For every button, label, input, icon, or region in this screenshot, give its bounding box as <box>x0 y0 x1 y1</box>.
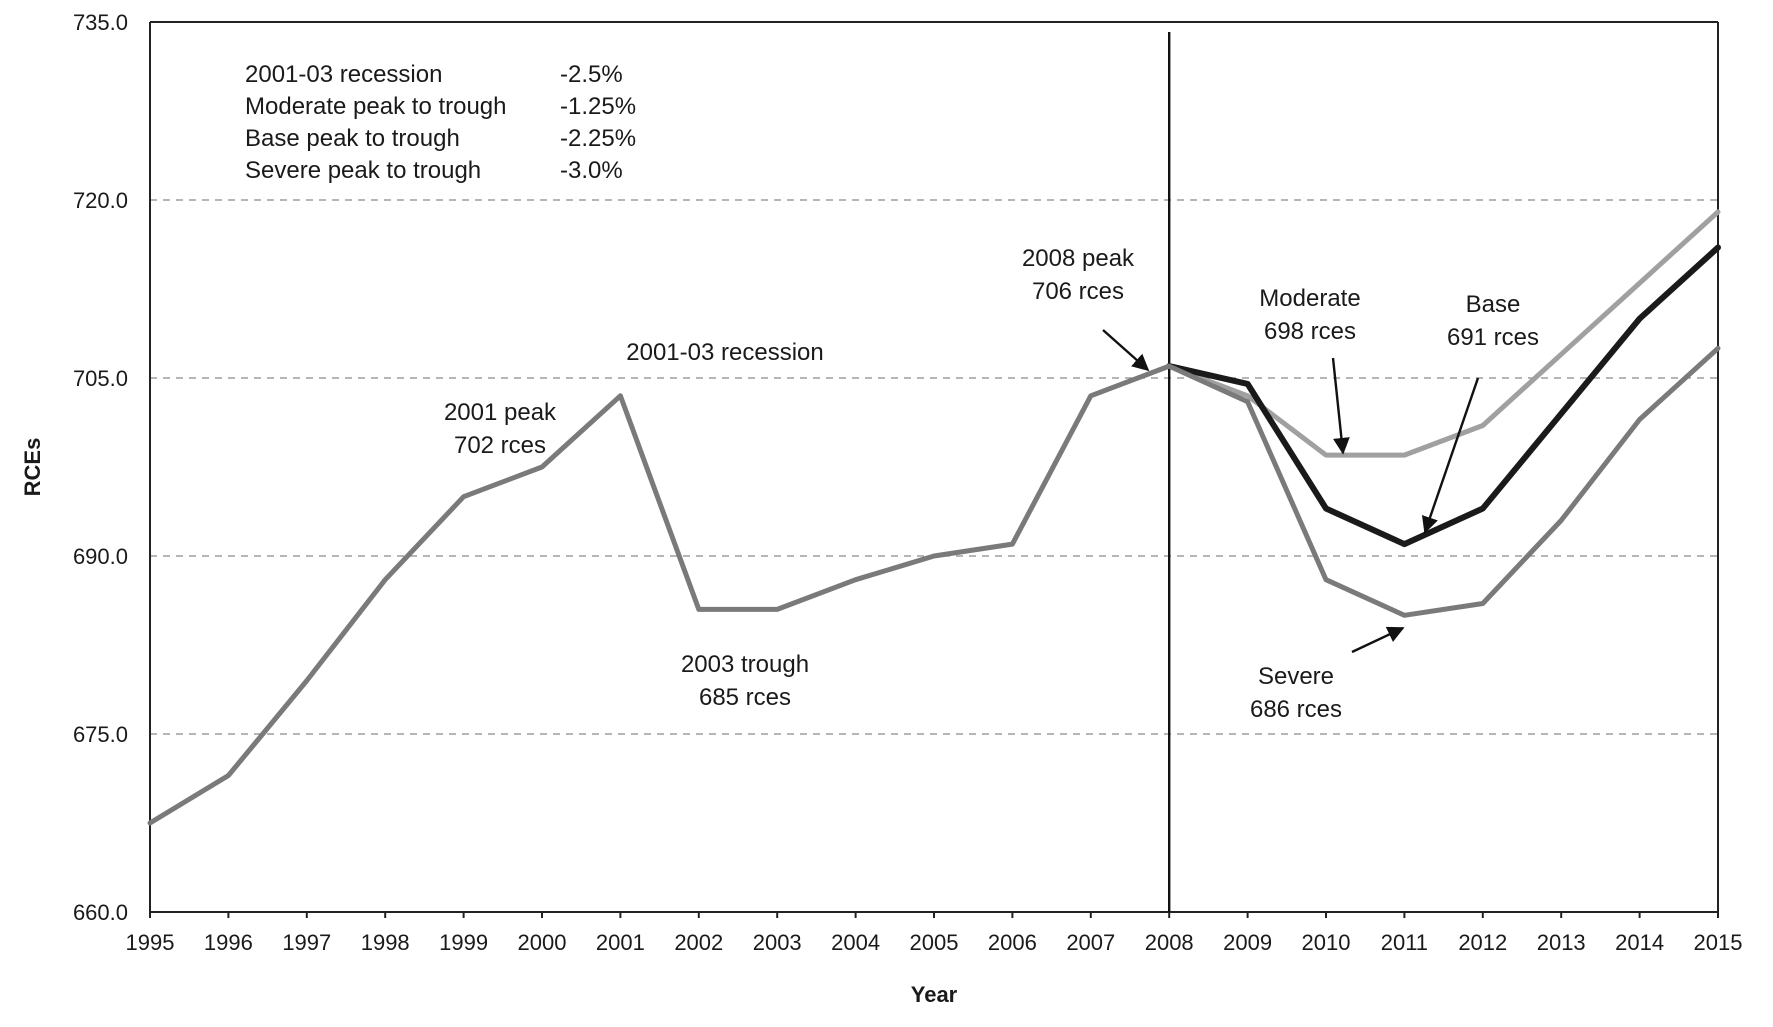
severe-data-point <box>1716 346 1720 350</box>
moderate-arrow <box>1331 357 1350 455</box>
moderate-data-point <box>1716 210 1720 214</box>
x-tick-label: 1997 <box>282 930 331 955</box>
annotation-moderate-text: Moderate <box>1259 285 1360 312</box>
annotation-peak2008-text: 2008 peak <box>1022 245 1135 272</box>
x-tick-label: 1999 <box>439 930 488 955</box>
annotation-peak2001-text: 2001 peak <box>444 399 557 426</box>
severe-data-point <box>775 607 779 611</box>
severe-data-point <box>1324 578 1328 582</box>
severe-data-point <box>1559 518 1563 522</box>
severe-data-point <box>1010 542 1014 546</box>
x-tick-label: 1996 <box>204 930 253 955</box>
moderate-data-point <box>1402 453 1406 457</box>
axes: 660.0 675.0 690.0 705.0 720.0 735.0 1995 1996 19… <box>20 10 1742 1007</box>
stats-value: -3.0% <box>560 157 623 184</box>
base-series-line <box>1166 244 1721 548</box>
base-data-point <box>1481 507 1485 511</box>
base-data-point <box>1716 245 1720 249</box>
y-tick-label: 690.0 <box>73 544 128 569</box>
annotation-peak2008-text: 706 rces <box>1032 278 1124 305</box>
x-tick-label: 2006 <box>988 930 1037 955</box>
gridlines <box>150 199 1718 735</box>
severe-data-point <box>932 554 936 558</box>
stats-value: -2.5% <box>560 61 623 88</box>
stats-label: Severe peak to trough <box>245 157 481 184</box>
y-tick-label: 705.0 <box>73 366 128 391</box>
x-tick-label: 1995 <box>126 930 175 955</box>
x-tick-label: 2011 <box>1381 930 1428 955</box>
moderate-data-point <box>1246 394 1250 398</box>
annotation-trough2003-text: 2003 trough <box>681 651 809 678</box>
annotation-severe-text: 686 rces <box>1250 696 1342 723</box>
x-tick-label: 2012 <box>1458 930 1507 955</box>
severe-data-point <box>1402 613 1406 617</box>
severe-data-point <box>305 679 309 683</box>
annotation-severe-text: Severe <box>1258 663 1334 690</box>
x-tick-label: 1998 <box>361 930 410 955</box>
annotation-recession-text: 2001-03 recession <box>626 339 823 366</box>
annotation-arrows <box>1102 329 1480 654</box>
severe-data-point <box>1481 601 1485 605</box>
severe-series-line <box>147 345 1721 826</box>
base-data-point <box>1402 542 1406 546</box>
x-tick-label: 2015 <box>1694 930 1743 955</box>
moderate-data-point <box>1324 453 1328 457</box>
x-tick-label: 2002 <box>674 930 723 955</box>
moderate-series-line <box>1166 209 1721 458</box>
severe-data-point <box>1089 394 1093 398</box>
base-arrow <box>1421 377 1480 534</box>
y-tick-label: 675.0 <box>73 722 128 747</box>
annotation-base-text: 691 rces <box>1447 324 1539 351</box>
series-lines <box>147 209 1721 826</box>
stats-label: Moderate peak to trough <box>245 93 507 120</box>
chart-text: 2001-03 recession -2.5% Moderate peak to t… <box>245 61 1539 723</box>
y-tick-label: 660.0 <box>73 900 128 925</box>
stats-value: -1.25% <box>560 93 636 120</box>
stats-label: 2001-03 recession <box>245 61 442 88</box>
severe-data-point <box>854 578 858 582</box>
peak2008-arrow <box>1102 329 1150 372</box>
moderate-data-point <box>1638 281 1642 285</box>
severe-data-point <box>383 578 387 582</box>
x-tick-label: 2009 <box>1223 930 1272 955</box>
base-data-point <box>1324 507 1328 511</box>
x-tick-label: 2013 <box>1537 930 1586 955</box>
moderate-data-point <box>1559 352 1563 356</box>
x-tick-label: 2000 <box>518 930 567 955</box>
moderate-data-point <box>1481 423 1485 427</box>
x-tick-label: 2008 <box>1145 930 1194 955</box>
base-data-point <box>1638 317 1642 321</box>
x-tick-label: 2014 <box>1615 930 1664 955</box>
y-tick-label: 735.0 <box>73 10 128 35</box>
x-tick-label: 2003 <box>753 930 802 955</box>
severe-data-point <box>1638 418 1642 422</box>
x-axis-title: Year <box>911 982 958 1007</box>
annotation-base-text: Base <box>1466 291 1521 318</box>
severe-data-point <box>1246 400 1250 404</box>
stats-label: Base peak to trough <box>245 125 460 152</box>
x-tick-label: 2010 <box>1302 930 1351 955</box>
x-tick-label: 2001 <box>596 930 645 955</box>
base-data-point <box>1246 382 1250 386</box>
severe-data-point <box>697 607 701 611</box>
severe-data-point <box>1167 364 1171 368</box>
annotation-peak2001-text: 702 rces <box>454 432 546 459</box>
severe-data-point <box>148 821 152 825</box>
severe-data-point <box>226 774 230 778</box>
x-tick-label: 2005 <box>910 930 959 955</box>
x-tick-label: 2004 <box>831 930 880 955</box>
y-tick-label: 720.0 <box>73 188 128 213</box>
severe-data-point <box>540 465 544 469</box>
base-data-point <box>1559 412 1563 416</box>
stats-value: -2.25% <box>560 125 636 152</box>
severe-data-point <box>462 495 466 499</box>
y-axis-title: RCEs <box>20 438 45 497</box>
severe-arrow <box>1351 626 1405 654</box>
annotation-trough2003-text: 685 rces <box>699 684 791 711</box>
x-tick-label: 2007 <box>1066 930 1115 955</box>
severe-data-point <box>618 394 622 398</box>
annotation-moderate-text: 698 rces <box>1264 318 1356 345</box>
